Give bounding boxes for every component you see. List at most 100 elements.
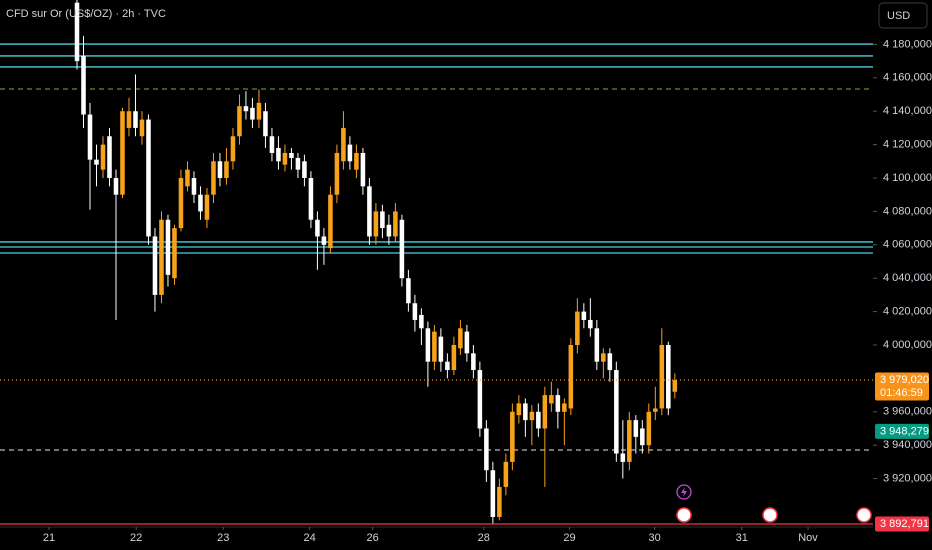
candle-body bbox=[542, 395, 548, 429]
event-flag[interactable] bbox=[762, 507, 778, 523]
candle-body bbox=[120, 111, 125, 195]
x-tick-label: 31 bbox=[736, 532, 748, 544]
candle-body bbox=[81, 56, 86, 115]
candle-body bbox=[204, 194, 210, 220]
candle-body bbox=[575, 311, 580, 345]
x-tick-label: 23 bbox=[217, 532, 229, 544]
candle-body bbox=[74, 2, 80, 62]
candle-body bbox=[367, 186, 372, 237]
candle-body bbox=[198, 194, 203, 212]
candle-body bbox=[211, 161, 216, 195]
candle-body bbox=[295, 157, 301, 170]
y-tick-label: 4 140,000 bbox=[883, 105, 932, 117]
x-tick-label: 24 bbox=[304, 532, 316, 544]
candle-body bbox=[614, 370, 619, 454]
candle-body bbox=[126, 111, 132, 128]
candle-body bbox=[588, 319, 593, 329]
candle-body bbox=[185, 169, 190, 187]
price-label: 3 948,279 bbox=[880, 425, 929, 437]
event-flag[interactable] bbox=[856, 507, 872, 523]
candle-body bbox=[607, 353, 613, 371]
candle-body bbox=[640, 428, 645, 446]
countdown: 01:46:59 bbox=[880, 387, 923, 399]
candle-body bbox=[217, 161, 223, 179]
candle-body bbox=[386, 224, 392, 237]
candle-body bbox=[165, 219, 171, 275]
candle-body bbox=[237, 106, 242, 137]
price-label-box bbox=[875, 423, 929, 439]
event-flag[interactable] bbox=[676, 507, 692, 523]
candle-body bbox=[224, 161, 229, 179]
candle-body bbox=[627, 420, 632, 462]
candle-body bbox=[445, 361, 450, 371]
x-tick-label: 21 bbox=[43, 532, 55, 544]
candle-body bbox=[406, 278, 411, 304]
currency-button[interactable] bbox=[878, 2, 928, 29]
candle-body bbox=[139, 119, 145, 137]
y-tick-label: 4 180,000 bbox=[883, 38, 932, 50]
event-icon[interactable] bbox=[676, 484, 692, 500]
candle-body bbox=[263, 111, 268, 137]
candle-body bbox=[146, 119, 151, 237]
price-label-box bbox=[875, 372, 929, 401]
candle-body bbox=[562, 403, 567, 412]
price-label-box bbox=[875, 516, 929, 532]
candle-body bbox=[302, 161, 307, 179]
candle-body bbox=[477, 370, 483, 429]
candle-body bbox=[490, 470, 496, 517]
candle-body bbox=[536, 411, 541, 429]
candle-body bbox=[672, 380, 678, 392]
price-label: 3 892,791 bbox=[880, 518, 929, 530]
candle-body bbox=[393, 211, 398, 237]
candle-body bbox=[341, 127, 346, 162]
price-label: 3 979,020 bbox=[880, 374, 929, 386]
candle-body bbox=[87, 114, 93, 160]
candle-body bbox=[620, 453, 626, 462]
y-tick-label: 3 960,000 bbox=[883, 406, 932, 418]
chart-title: CFD sur Or (US$/OZ) · 2h · TVC bbox=[6, 8, 166, 20]
candle-body bbox=[178, 178, 184, 229]
event-icon bbox=[681, 487, 687, 497]
y-tick-label: 3 940,000 bbox=[883, 439, 932, 451]
candle-body bbox=[269, 136, 275, 153]
candle-body bbox=[549, 395, 554, 404]
candle-body bbox=[432, 331, 437, 362]
candle-body bbox=[458, 328, 463, 349]
x-tick-label: 29 bbox=[563, 532, 575, 544]
candle-body bbox=[308, 178, 314, 220]
candle-body bbox=[172, 228, 177, 279]
candle-body bbox=[256, 102, 262, 120]
candle-body bbox=[133, 111, 138, 128]
candle-body bbox=[529, 411, 535, 421]
candle-body bbox=[497, 486, 502, 517]
candle-body bbox=[523, 403, 528, 421]
x-tick-label: 26 bbox=[367, 532, 379, 544]
candle-body bbox=[159, 219, 164, 295]
x-tick-label: 30 bbox=[649, 532, 661, 544]
candle-body bbox=[646, 411, 652, 446]
candle-body bbox=[113, 178, 119, 195]
candle-body bbox=[328, 194, 333, 249]
candle-body bbox=[373, 211, 379, 237]
candle-body bbox=[334, 152, 340, 195]
y-tick-label: 4 100,000 bbox=[883, 172, 932, 184]
candle-body bbox=[451, 344, 457, 371]
candle-body bbox=[360, 152, 366, 187]
candle-body bbox=[152, 236, 158, 295]
candle-body bbox=[555, 395, 561, 412]
candle-body bbox=[289, 152, 294, 158]
candle-body bbox=[510, 411, 515, 462]
y-tick-label: 3 920,000 bbox=[883, 472, 932, 484]
candle-body bbox=[601, 353, 606, 362]
candle-body bbox=[399, 219, 405, 279]
candle-body bbox=[100, 144, 106, 170]
y-tick-label: 4 000,000 bbox=[883, 339, 932, 351]
candle-body bbox=[250, 107, 255, 120]
x-tick-label: 22 bbox=[130, 532, 142, 544]
candle-body bbox=[425, 328, 431, 362]
candle-body bbox=[107, 136, 112, 179]
y-tick-label: 4 040,000 bbox=[883, 272, 932, 284]
y-tick-label: 4 080,000 bbox=[883, 205, 932, 217]
